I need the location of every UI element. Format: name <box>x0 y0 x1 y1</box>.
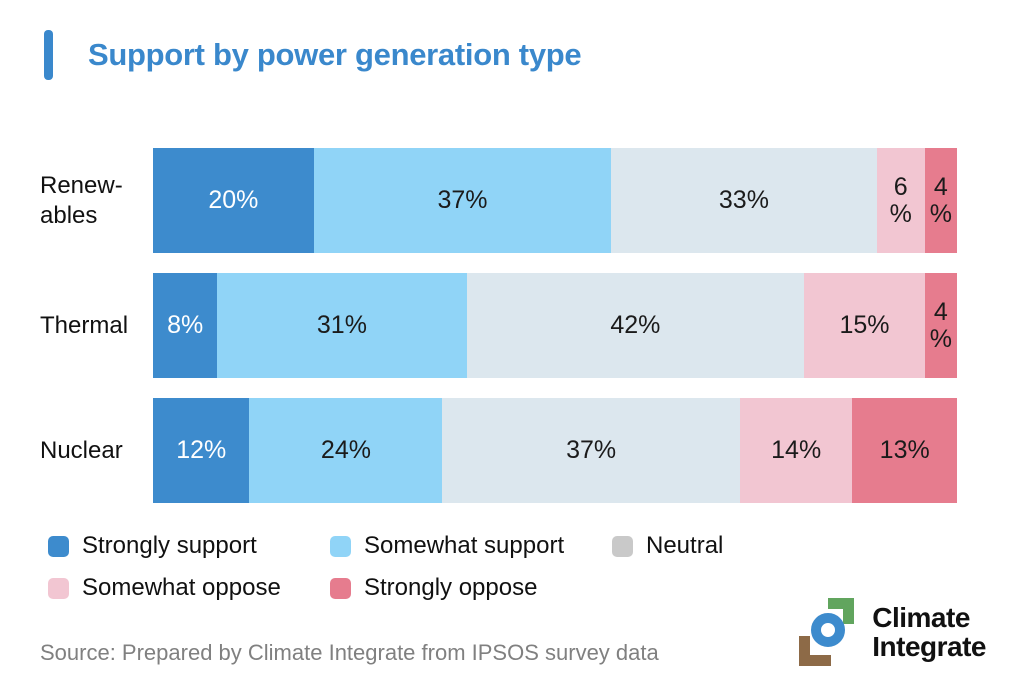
bar-segment-label: 6 % <box>889 172 912 228</box>
bar-segment-label: 8% <box>167 311 204 339</box>
bar-segment: 20% <box>153 148 314 253</box>
bar-segment: 33% <box>611 148 877 253</box>
header: Support by power generation type <box>44 30 582 80</box>
logo-text-line2: Integrate <box>872 631 986 662</box>
bar-segment: 42% <box>466 273 805 378</box>
stacked-bar: 8% 31% 42% 15% 4 % <box>153 273 957 378</box>
bar-segment: 6 % <box>876 148 925 253</box>
category-label: Renew- ables <box>40 171 123 229</box>
legend-label: Somewhat oppose <box>82 574 281 601</box>
category-label: Thermal <box>40 311 129 339</box>
bar-segment-label: 31% <box>316 311 367 339</box>
bar-segment: 4 % <box>924 273 957 378</box>
legend-swatch <box>330 535 351 557</box>
category-label: Nuclear <box>40 436 123 464</box>
legend-label: Neutral <box>646 532 724 559</box>
bar-segment-label: 37% <box>566 436 617 464</box>
climate-integrate-logo: Climate Integrate <box>798 594 986 670</box>
legend-item: Strongly oppose <box>330 574 612 602</box>
bar-segment-label: 24% <box>320 436 371 464</box>
bar-segment: 14% <box>739 398 853 503</box>
legend-label: Somewhat support <box>364 532 565 559</box>
title-accent-bar <box>44 30 53 80</box>
chart-legend: Strongly support Somewhat support Neutral S… <box>48 532 948 616</box>
legend-swatch <box>48 535 69 557</box>
bar-segment-label: 33% <box>718 186 769 214</box>
bar-segment: 4 % <box>924 148 957 253</box>
bar-segment-label: 37% <box>437 186 488 214</box>
logo-text-line1: Climate <box>872 601 970 633</box>
climate-integrate-logo-icon <box>799 598 855 666</box>
bar-segment: 24% <box>249 398 443 503</box>
legend-label: Strongly support <box>82 532 257 559</box>
bar-segment-label: 42% <box>610 311 661 339</box>
bar-segment-label: 4 % <box>929 297 952 353</box>
chart-row: Renew- ables 20% 37% 33% 6 % 4 % <box>40 148 957 253</box>
bar-segment-label: 20% <box>208 186 259 214</box>
legend-item: Somewhat oppose <box>48 574 330 602</box>
legend-swatch <box>330 577 351 599</box>
legend-item: Strongly support <box>48 532 330 560</box>
bar-segment: 15% <box>804 273 925 378</box>
bar-segment: 37% <box>313 148 612 253</box>
stacked-bar-chart: Renew- ables 20% 37% 33% 6 % 4 % Thermal 8% 31% 4… <box>40 148 957 523</box>
chart-row: Nuclear 12% 24% 37% 14% 13% <box>40 398 957 503</box>
stacked-bar: 12% 24% 37% 14% 13% <box>153 398 957 503</box>
chart-rows: Renew- ables 20% 37% 33% 6 % 4 % Thermal 8% 31% 4… <box>40 148 957 503</box>
bar-segment: 13% <box>852 398 957 503</box>
bar-segment-label: 4 % <box>929 172 952 228</box>
page-title: Support by power generation type <box>88 37 582 72</box>
bar-segment: 31% <box>217 273 467 378</box>
bar-segment: 12% <box>153 398 250 503</box>
source-text: Source: Prepared by Climate Integrate fr… <box>40 640 659 665</box>
bar-segment: 37% <box>442 398 740 503</box>
climate-integrate-logo-text: Climate Integrate <box>872 603 986 661</box>
legend-item: Somewhat support <box>330 532 612 560</box>
bar-segment-label: 13% <box>879 436 930 464</box>
legend-item: Neutral <box>612 532 894 560</box>
chart-row: Thermal 8% 31% 42% 15% 4 % <box>40 273 957 378</box>
bar-segment-label: 15% <box>839 311 890 339</box>
bar-segment-label: 12% <box>176 436 227 464</box>
legend-label: Strongly oppose <box>364 574 538 601</box>
legend-swatch <box>612 535 633 557</box>
bar-segment: 8% <box>153 273 218 378</box>
stacked-bar: 20% 37% 33% 6 % 4 % <box>153 148 957 253</box>
legend-swatch <box>48 577 69 599</box>
bar-segment-label: 14% <box>771 436 822 464</box>
